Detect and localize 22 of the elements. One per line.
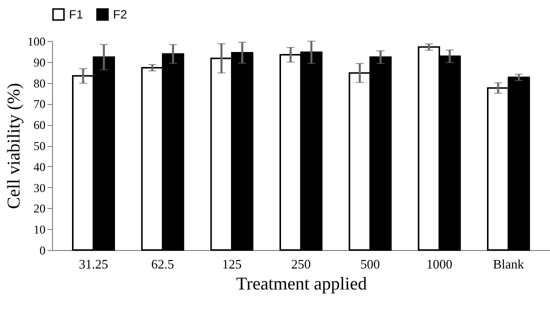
y-tick-label: 60 (34, 118, 46, 132)
x-tick-label: 125 (222, 256, 242, 272)
legend-label: F1 (69, 8, 84, 22)
x-axis-title: Treatment applied (236, 274, 367, 294)
y-tick-label: 10 (34, 222, 46, 237)
x-tick-label: 1000 (426, 256, 452, 272)
y-tick-label: 100 (28, 34, 46, 48)
y-tick-label: 0 (40, 244, 46, 258)
y-tick-label: 40 (34, 160, 46, 174)
x-tick-label: 62.5 (151, 256, 174, 272)
y-tick-label: 80 (34, 76, 46, 90)
x-tick-label: 31.25 (78, 256, 108, 272)
x-tick-label: 500 (360, 256, 380, 272)
y-axis-title: Cell viability (%) (4, 83, 24, 209)
y-tick-label: 70 (34, 97, 46, 112)
y-tick-label: 20 (34, 202, 46, 216)
y-tick-label: 50 (34, 139, 46, 153)
y-tick-label: 90 (34, 55, 46, 70)
legend-label: F2 (113, 8, 128, 22)
y-tick-label: 30 (34, 180, 46, 195)
x-tick-label: Blank (492, 256, 525, 272)
x-tick-label: 250 (291, 256, 311, 272)
